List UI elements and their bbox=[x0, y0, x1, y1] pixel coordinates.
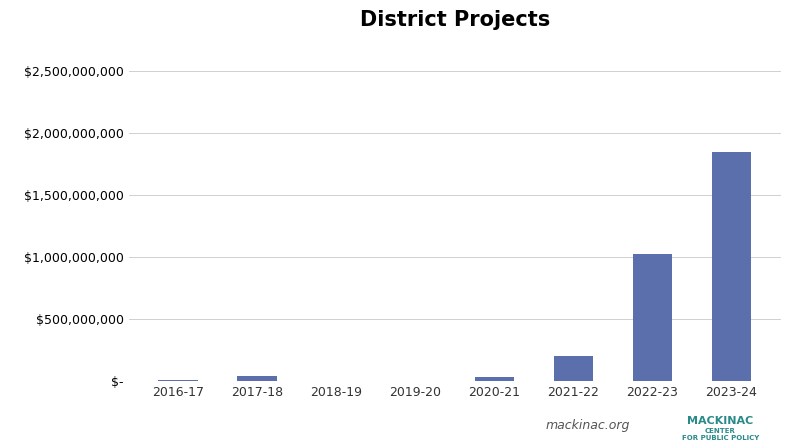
Bar bbox=[475, 377, 514, 381]
Bar bbox=[633, 254, 672, 381]
Bar bbox=[554, 356, 593, 381]
Text: CENTER
FOR PUBLIC POLICY: CENTER FOR PUBLIC POLICY bbox=[682, 427, 759, 441]
Text: mackinac.org: mackinac.org bbox=[546, 419, 630, 432]
Bar bbox=[712, 152, 751, 381]
Title: District Projects: District Projects bbox=[360, 10, 550, 30]
Bar bbox=[237, 376, 277, 381]
Text: MACKINAC: MACKINAC bbox=[687, 416, 753, 426]
